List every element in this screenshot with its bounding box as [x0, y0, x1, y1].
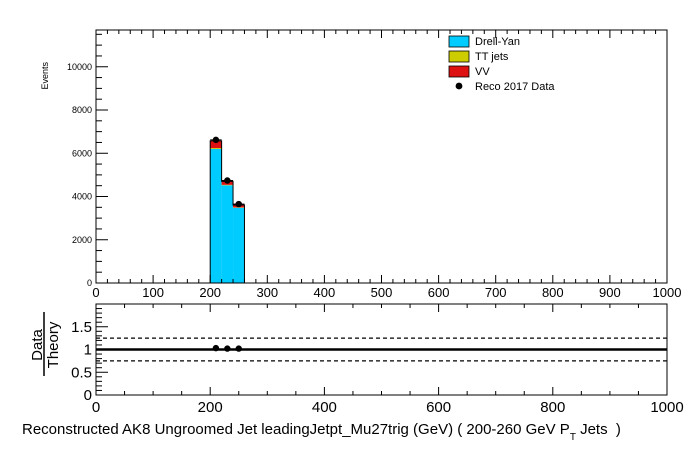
ratio-x-tick-label: 400	[312, 399, 337, 416]
bar-drell-yan	[221, 185, 234, 283]
main-plot-panel: 0 100 200 300 400 500 600 700 800 900 100002000400…	[40, 29, 681, 300]
x-tick-label: 800	[542, 285, 564, 300]
legend-marker-data	[455, 82, 463, 90]
data-point	[235, 200, 242, 208]
x-axis-title-subscript: T	[570, 432, 576, 443]
legend-swatch-tt-jets	[448, 50, 470, 63]
y-tick-label: 2000	[72, 235, 92, 245]
ratio-point	[235, 345, 242, 352]
y-tick-label: 10000	[67, 62, 92, 72]
ratio-axis-ticks: 0 200 400 600 800 1000 0 0.5 1 1.5	[71, 303, 684, 416]
bar-drell-yan	[210, 148, 222, 283]
ratio-y-tick-label: 0.5	[71, 364, 92, 381]
legend-label: Reco 2017 Data	[475, 81, 555, 93]
ratio-point	[224, 345, 231, 352]
legend-label: VV	[475, 66, 490, 78]
x-tick-label: 600	[428, 285, 450, 300]
x-tick-label: 500	[371, 285, 393, 300]
ratio-reference-lines	[96, 337, 667, 362]
ratio-ylabel-numerator: Data	[29, 329, 46, 361]
x-axis-title-main: Reconstructed AK8 Ungroomed Jet leadingJ…	[22, 421, 570, 438]
bar-vv	[210, 140, 222, 149]
y-tick-label: 6000	[72, 148, 92, 158]
ratio-point	[212, 344, 220, 352]
ratio-y-tick-label: 1.5	[71, 319, 92, 336]
legend-label: TT jets	[475, 51, 509, 63]
ratio-x-tick-label: 200	[198, 399, 223, 416]
x-tick-label: 100	[142, 285, 164, 300]
ratio-x-tick-label: 800	[540, 399, 565, 416]
x-tick-label: 900	[599, 285, 621, 300]
x-tick-label: 1000	[653, 285, 682, 300]
data-point	[212, 136, 220, 144]
ratio-y-tick-label: 0	[84, 387, 92, 404]
bar-tt-jets	[210, 148, 222, 149]
data-point	[224, 177, 231, 184]
data-points	[210, 136, 245, 208]
legend-swatch-vv	[448, 65, 470, 78]
y-tick-label: 4000	[72, 192, 92, 202]
bar-drell-yan	[233, 207, 245, 283]
x-tick-label: 400	[314, 285, 336, 300]
y-tick-label: 0	[87, 278, 92, 288]
ratio-y-tick-label: 1	[84, 342, 92, 359]
x-axis-title: Reconstructed AK8 Ungroomed Jet leadingJ…	[22, 421, 621, 443]
x-axis-title-tail: Jets )	[576, 421, 621, 438]
legend: Drell-Yan TT jets VV Reco 2017 Data	[448, 35, 555, 93]
x-tick-label: 200	[199, 285, 221, 300]
legend-label: Drell-Yan	[475, 36, 520, 48]
y-axis-label: Events	[40, 62, 50, 90]
x-tick-label: 700	[485, 285, 507, 300]
ratio-x-tick-label: 0	[92, 399, 100, 416]
y-tick-label: 8000	[72, 105, 92, 115]
legend-swatch-drell-yan	[448, 35, 470, 48]
ratio-ylabel-denominator: Theory	[45, 321, 62, 368]
ratio-x-tick-label: 600	[426, 399, 451, 416]
ratio-x-tick-label: 1000	[650, 399, 683, 416]
x-tick-label: 300	[256, 285, 278, 300]
ratio-plot-panel: 0 200 400 600 800 1000 0 0.5 1 1.5 Data Theory	[29, 303, 684, 416]
main-axis-ticks: 0 100 200 300 400 500 600 700 800 900 100002000400…	[67, 30, 681, 300]
ratio-points	[212, 344, 242, 352]
x-tick-label: 0	[92, 285, 99, 300]
